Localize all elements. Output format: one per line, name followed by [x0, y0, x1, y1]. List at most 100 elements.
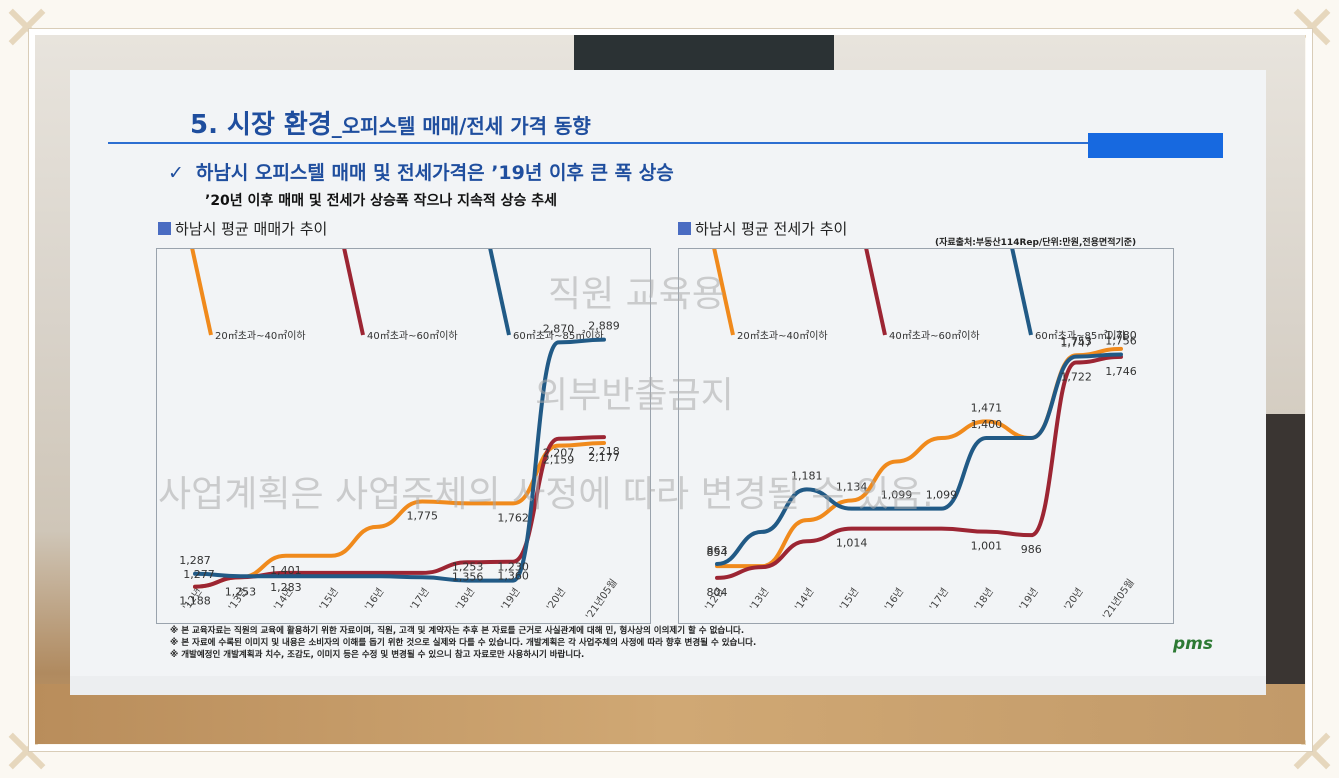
- data-label: 1,099: [926, 489, 958, 502]
- data-label: 2,889: [588, 320, 620, 333]
- headline: ✓ 하남시 오피스텔 매매 및 전세가격은 ’19년 이후 큰 폭 상승: [168, 158, 674, 185]
- data-label: 2,218: [588, 445, 620, 458]
- data-label: 1,747: [1060, 337, 1092, 350]
- data-label: 1,230: [497, 561, 528, 574]
- heading-rule: [108, 142, 1088, 144]
- data-label: 1,722: [1060, 370, 1092, 383]
- legend-swatch: [712, 249, 735, 336]
- data-label: 2,159: [543, 454, 575, 467]
- data-label: 1,780: [1105, 329, 1137, 342]
- data-label: 1,762: [497, 511, 528, 524]
- left-chart-title: 하남시 평균 매매가 추이: [158, 218, 327, 239]
- x-tick-label: '17년: [408, 586, 432, 613]
- data-label: 2,177: [588, 451, 620, 464]
- watermark: 외부반출금지: [535, 375, 734, 416]
- data-label: 1,356: [452, 570, 484, 583]
- watermark: 직원 교육용: [548, 274, 726, 315]
- legend-label: 40㎡초과~60㎡이하: [367, 329, 458, 342]
- legend-swatch: [864, 249, 887, 336]
- legend-label: 60㎡초과~85㎡이하: [513, 329, 604, 342]
- slide-heading: 5. 시장 환경_오피스텔 매매/전세 가격 동향: [190, 104, 591, 141]
- check-icon: ✓: [168, 162, 184, 184]
- x-tick-label: '14년: [792, 586, 816, 613]
- data-label: 1,134: [836, 480, 868, 493]
- subheadline: ’20년 이후 매매 및 전세가 상승폭 작으나 지속적 상승 추세: [205, 193, 558, 209]
- data-label: 1,746: [1105, 365, 1137, 378]
- heading-accent-box: [1088, 133, 1223, 158]
- heading-main: 5. 시장 환경: [190, 110, 332, 140]
- x-tick-label: '15년: [837, 586, 861, 613]
- data-label: 1,756: [1105, 335, 1137, 348]
- data-label: 1,001: [971, 540, 1003, 553]
- x-tick-label: '21년05월: [1100, 577, 1137, 622]
- data-label: 1,014: [836, 537, 868, 550]
- data-label: 2,870: [543, 322, 575, 335]
- data-label: 1,753: [1060, 335, 1092, 348]
- data-label: 863: [707, 544, 728, 557]
- legend-label: 40㎡초과~60㎡이하: [889, 329, 980, 342]
- legend-swatch: [342, 249, 365, 336]
- source-note: (자료출처:부동산114Rep/단위:만원,전용면적기준): [935, 238, 1137, 248]
- x-tick-label: '15년: [317, 586, 341, 613]
- data-label: 1,401: [270, 564, 302, 577]
- square-bullet-icon: [158, 222, 171, 235]
- data-label: 1,253: [452, 561, 484, 574]
- x-tick-label: '19년: [1017, 586, 1041, 613]
- x-tick-label: '21년05월: [583, 577, 620, 622]
- company-logo: pms: [1173, 634, 1214, 654]
- legend-label: 20㎡초과~40㎡이하: [737, 329, 828, 342]
- jeonse-price-chart-svg: 20㎡초과~40㎡이하 40㎡초과~60㎡이하 60㎡초과~85㎡이하'12년 '13…: [703, 249, 1137, 622]
- legend-swatch: [1010, 249, 1033, 336]
- series-line: [193, 441, 606, 589]
- x-tick-label: '17년: [927, 586, 951, 613]
- right-chart-title: 하남시 평균 전세가 추이: [678, 218, 847, 239]
- data-label: 1,277: [183, 568, 215, 581]
- slide-bottom-band: [70, 676, 1266, 695]
- data-label: 1,287: [179, 554, 211, 567]
- square-bullet-icon: [678, 222, 691, 235]
- x-tick-label: '16년: [882, 586, 906, 613]
- data-label: 1,283: [270, 581, 302, 594]
- data-label: 1,181: [791, 469, 823, 482]
- sale-price-chart-svg: 20㎡초과~40㎡이하 40㎡초과~60㎡이하 60㎡초과~85㎡이하'12년 '13…: [179, 249, 620, 622]
- data-label: 1,099: [881, 489, 913, 502]
- data-label: 1,400: [971, 418, 1003, 431]
- series-line: [715, 352, 1123, 567]
- data-label: 854: [707, 546, 728, 559]
- data-label: 986: [1021, 543, 1042, 556]
- presentation-slide: 5. 시장 환경_오피스텔 매매/전세 가격 동향 ✓ 하남시 오피스텔 매매 및…: [70, 70, 1266, 695]
- disclaimer-line: ※ 본 자료에 수록된 이미지 및 내용은 소비자의 이해를 돕기 위한 것으로…: [170, 638, 757, 648]
- data-label: 2,207: [543, 447, 575, 460]
- watermark: 사업계획은 사업주체의 사정에 따라 변경될 수 있음.: [158, 474, 934, 515]
- disclaimer-line: ※ 본 교육자료는 직원의 교육에 활용하기 위한 자료이며, 직원, 고객 및…: [170, 626, 745, 636]
- left-chart-title-text: 하남시 평균 매매가 추이: [175, 220, 328, 238]
- series-line: [193, 337, 606, 583]
- x-tick-label: '19년: [499, 586, 523, 613]
- data-label: 1,471: [971, 401, 1003, 414]
- x-tick-label: '20년: [1062, 586, 1086, 613]
- legend-label: 60㎡초과~85㎡이하: [1035, 329, 1126, 342]
- data-label: 804: [707, 586, 728, 599]
- disclaimer-line: ※ 개발예정인 개발계획과 치수, 조감도, 이미지 등은 수정 및 변경될 수…: [170, 650, 585, 660]
- data-label: 1,253: [225, 585, 257, 598]
- frame-border: [28, 28, 1313, 752]
- disclaimer-notes: ※ 본 교육자료는 직원의 교육에 활용하기 위한 자료이며, 직원, 고객 및…: [170, 625, 756, 661]
- heading-sub: _오피스텔 매매/전세 가격 동향: [331, 114, 591, 138]
- data-label: 1,188: [179, 595, 211, 608]
- headline-text: 하남시 오피스텔 매매 및 전세가격은 ’19년 이후 큰 폭 상승: [195, 162, 674, 184]
- x-tick-label: '16년: [362, 586, 386, 613]
- x-tick-label: '13년: [747, 586, 771, 613]
- x-tick-label: '18년: [453, 586, 477, 613]
- series-line: [715, 354, 1123, 580]
- jeonse-price-chart: 20㎡초과~40㎡이하 40㎡초과~60㎡이하 60㎡초과~85㎡이하 '12년 '13…: [678, 248, 1174, 624]
- legend-swatch: [488, 249, 511, 336]
- window: [574, 34, 834, 74]
- right-chart-title-text: 하남시 평균 전세가 추이: [695, 220, 848, 238]
- x-tick-label: '18년: [972, 586, 996, 613]
- legend-swatch: [190, 249, 213, 336]
- legend-label: 20㎡초과~40㎡이하: [215, 329, 306, 342]
- x-tick-label: '20년: [544, 586, 568, 613]
- data-label: 1,775: [406, 509, 438, 522]
- sale-price-chart: 20㎡초과~40㎡이하 40㎡초과~60㎡이하 60㎡초과~85㎡이하 '12년 '13…: [156, 248, 651, 624]
- data-label: 1,360: [497, 570, 528, 583]
